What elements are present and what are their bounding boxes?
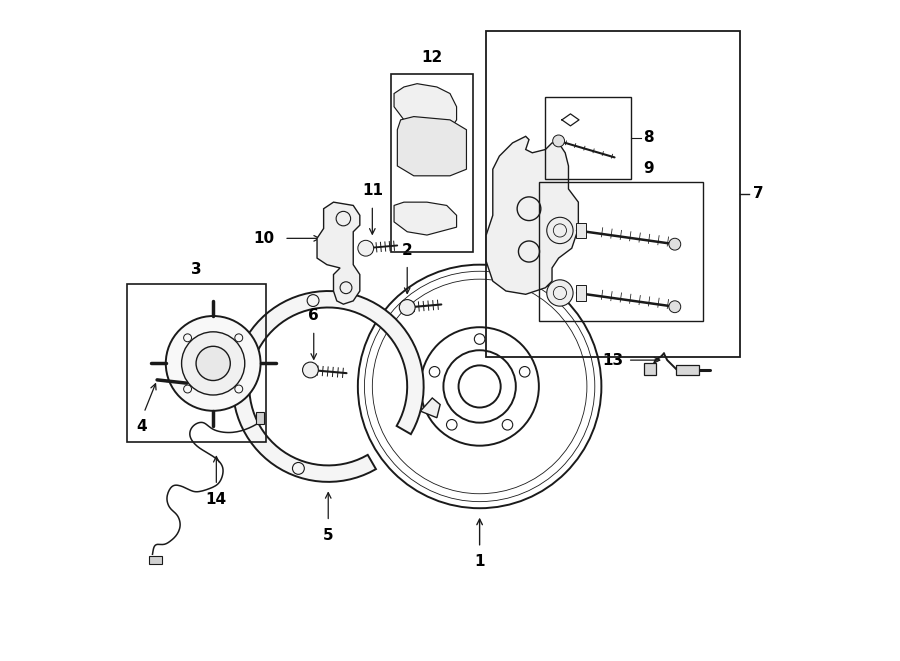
- Bar: [576, 223, 586, 239]
- Circle shape: [166, 316, 261, 410]
- Bar: [149, 556, 162, 564]
- Text: 13: 13: [603, 352, 624, 368]
- Bar: [644, 364, 656, 375]
- Polygon shape: [397, 116, 466, 176]
- Text: 12: 12: [421, 50, 443, 65]
- Polygon shape: [233, 291, 424, 482]
- Circle shape: [196, 346, 230, 381]
- Circle shape: [553, 135, 564, 147]
- Circle shape: [302, 362, 319, 378]
- Circle shape: [182, 332, 245, 395]
- Bar: [676, 365, 698, 375]
- Text: 3: 3: [192, 262, 202, 276]
- Bar: [486, 31, 740, 357]
- Bar: [539, 182, 704, 321]
- Polygon shape: [394, 84, 456, 133]
- Circle shape: [669, 238, 680, 250]
- Bar: [545, 97, 631, 179]
- Text: 1: 1: [474, 555, 485, 569]
- Text: 6: 6: [309, 307, 320, 323]
- Text: 9: 9: [643, 161, 653, 176]
- Bar: [391, 74, 473, 252]
- Polygon shape: [317, 202, 360, 304]
- Text: 4: 4: [137, 419, 148, 434]
- Polygon shape: [394, 202, 456, 235]
- Circle shape: [400, 299, 415, 315]
- Text: 11: 11: [362, 183, 382, 198]
- Circle shape: [547, 280, 573, 306]
- Circle shape: [669, 301, 680, 313]
- Text: 7: 7: [752, 186, 763, 202]
- Polygon shape: [486, 136, 579, 294]
- Bar: [576, 285, 586, 301]
- Text: 10: 10: [253, 231, 274, 246]
- Bar: [256, 412, 264, 424]
- Circle shape: [358, 241, 374, 256]
- Text: 14: 14: [206, 492, 227, 507]
- Text: 2: 2: [401, 243, 412, 258]
- Circle shape: [547, 217, 573, 244]
- Text: 5: 5: [323, 528, 334, 543]
- Text: 8: 8: [643, 130, 653, 145]
- Bar: [128, 284, 266, 442]
- Polygon shape: [420, 398, 440, 418]
